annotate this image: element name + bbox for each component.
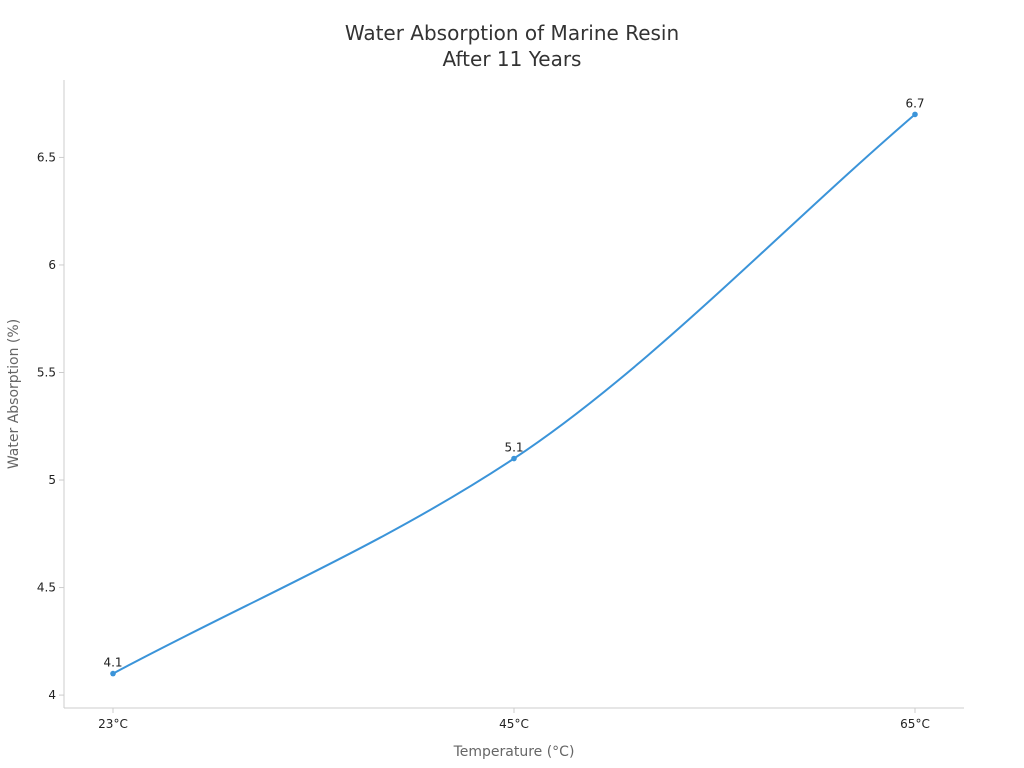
- y-axis-ticks: 4 4.5 5 5.5 6 6.5: [37, 150, 64, 702]
- data-points: [110, 111, 918, 677]
- y-tick-label: 5: [48, 473, 56, 487]
- x-tick-label: 65°C: [900, 717, 930, 731]
- y-tick-label: 6.5: [37, 150, 56, 164]
- data-labels: 4.1 5.1 6.7: [103, 96, 924, 669]
- x-tick-label: 45°C: [499, 717, 529, 731]
- chart-title-line-2: After 11 Years: [443, 47, 582, 71]
- x-tick-label: 23°C: [98, 717, 128, 731]
- y-tick-label: 6: [48, 258, 56, 272]
- data-point: [110, 670, 116, 677]
- data-point: [511, 455, 517, 462]
- data-label: 6.7: [905, 96, 924, 110]
- data-label: 5.1: [504, 441, 523, 455]
- data-label: 4.1: [103, 656, 122, 670]
- series-line: [112, 113, 916, 675]
- x-axis-title: Temperature (°C): [453, 744, 575, 760]
- y-tick-label: 4: [48, 688, 56, 702]
- x-axis-ticks: 23°C 45°C 65°C: [98, 708, 930, 731]
- data-point: [912, 111, 918, 118]
- chart-title-line-1: Water Absorption of Marine Resin: [345, 21, 679, 45]
- y-tick-label: 5.5: [37, 365, 56, 379]
- y-axis-title: Water Absorption (%): [6, 319, 22, 469]
- y-tick-label: 4.5: [37, 581, 56, 595]
